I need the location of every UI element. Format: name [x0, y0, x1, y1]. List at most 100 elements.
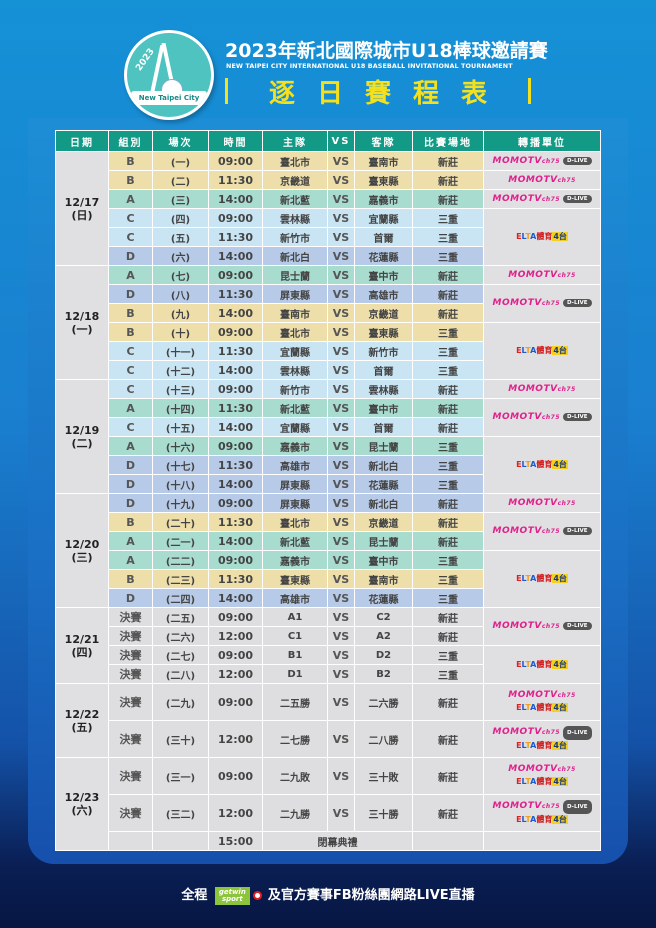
group-cell: C	[108, 208, 153, 228]
time-cell: 09:00	[208, 550, 263, 570]
time-cell: 09:00	[208, 151, 263, 171]
tournament-logo: 2023 New Taipei City	[124, 30, 214, 120]
broadcast-cell: MOMOTVch75 ELTA體育4台	[483, 683, 601, 721]
schedule-title: 逐日賽程表	[225, 74, 531, 109]
venue-cell: 三重	[412, 360, 484, 380]
game-number-cell: (五)	[152, 227, 209, 247]
away-team-cell: 京畿道	[354, 512, 413, 532]
venue-cell: 三重	[412, 645, 484, 665]
game-number-cell: (二三)	[152, 569, 209, 589]
away-team-cell: 花蓮縣	[354, 588, 413, 608]
col-away: 客隊	[354, 130, 413, 152]
col-group: 組別	[108, 130, 153, 152]
broadcast-cell: MOMOTVch75 D-LIVE	[483, 398, 601, 437]
date-cell: 12/20 (三)	[55, 493, 109, 608]
home-team-cell: 昆士蘭	[262, 265, 328, 285]
vs-cell: VS	[327, 417, 355, 437]
away-team-cell: 高雄市	[354, 284, 413, 304]
away-team-cell: 京畿道	[354, 303, 413, 323]
group-cell: 決賽	[108, 607, 153, 627]
broadcast-cell: MOMOTVch75	[483, 170, 601, 190]
vs-cell: VS	[327, 436, 355, 456]
away-team-cell: C2	[354, 607, 413, 627]
table-row: A (十四) 11:30 新北藍 VS 臺中市 新莊 MOMOTVch75 D-LIVE	[56, 398, 601, 437]
game-number-cell: (二十)	[152, 512, 209, 532]
home-team-cell: 雲林縣	[262, 208, 328, 228]
ceremony-label: 閉幕典禮	[262, 831, 413, 851]
momotv-logo: MOMOTVch75	[492, 801, 560, 811]
group-cell: B	[108, 512, 153, 532]
broadcast-cell: MOMOTVch75 D-LIVE ELTA體育4台	[483, 794, 601, 832]
game-number-cell: (十)	[152, 322, 209, 342]
time-cell: 09:00	[208, 436, 263, 456]
group-cell: B	[108, 569, 153, 589]
table-row: C (四) 09:00 雲林縣 VS 宜蘭縣 三重 ELTA體育4台	[56, 208, 601, 266]
vs-cell: VS	[327, 246, 355, 266]
momotv-logo: MOMOTVch75	[492, 621, 560, 631]
broadcast-cell: MOMOTVch75 D-LIVE	[483, 607, 601, 646]
table-row: B (十) 09:00 臺北市 VS 臺東縣 三重 ELTA體育4台	[56, 322, 601, 380]
venue-cell: 三重	[412, 246, 484, 266]
vs-cell: VS	[327, 794, 355, 832]
group-cell: B	[108, 303, 153, 323]
vs-cell: VS	[327, 455, 355, 475]
venue-cell: 三重	[412, 474, 484, 494]
table-row: D (八) 11:30 屏東縣 VS 高雄市 新莊 MOMOTVch75 D-LIVE	[56, 284, 601, 323]
time-cell: 09:00	[208, 322, 263, 342]
table-row: 決賽 (三十) 12:00 二七勝 VS 二八勝 新莊 MOMOTVch75 D-LIVE ELT…	[56, 720, 601, 758]
venue-cell: 新莊	[412, 284, 484, 304]
vs-cell: VS	[327, 588, 355, 608]
elta-sports-logo: ELTA體育4台	[516, 814, 568, 824]
venue-cell: 新莊	[412, 607, 484, 627]
vs-cell: VS	[327, 645, 355, 665]
game-number-cell: (三二)	[152, 794, 209, 832]
time-cell: 12:00	[208, 626, 263, 646]
vs-cell: VS	[327, 189, 355, 209]
game-number-cell: (十一)	[152, 341, 209, 361]
date-cell: 12/21 (四)	[55, 607, 109, 684]
away-team-cell: 首爾	[354, 417, 413, 437]
broadcast-cell: MOMOTVch75 ELTA體育4台	[483, 757, 601, 795]
time-cell: 09:00	[208, 265, 263, 285]
time-cell: 11:30	[208, 512, 263, 532]
game-number-cell: (十七)	[152, 455, 209, 475]
table-row: 12/19 (二) C (十三) 09:00 新竹市 VS 雲林縣 新莊 MOMOTVch75	[55, 379, 601, 494]
away-team-cell: 臺中市	[354, 265, 413, 285]
home-team-cell: 高雄市	[262, 455, 328, 475]
away-team-cell: 三十勝	[354, 794, 413, 832]
time-cell: 14:00	[208, 360, 263, 380]
getwin-sport-logo: getwin sport	[214, 886, 250, 905]
group-cell: A	[108, 265, 153, 285]
venue-cell: 三重	[412, 227, 484, 247]
venue-cell: 新莊	[412, 512, 484, 532]
home-team-cell: 宜蘭縣	[262, 417, 328, 437]
time-cell: 14:00	[208, 246, 263, 266]
venue-cell: 新莊	[412, 417, 484, 437]
elta-sports-logo: ELTA體育4台	[516, 574, 568, 584]
home-team-cell: 臺北市	[262, 322, 328, 342]
elta-sports-logo: ELTA體育4台	[516, 740, 568, 750]
away-team-cell: 新北白	[354, 455, 413, 475]
time-cell: 14:00	[208, 531, 263, 551]
home-team-cell: 臺北市	[262, 512, 328, 532]
venue-cell: 三重	[412, 455, 484, 475]
game-number-cell: (十八)	[152, 474, 209, 494]
group-cell: D	[108, 284, 153, 304]
col-venue: 比賽場地	[412, 130, 484, 152]
home-team-cell: 新竹市	[262, 227, 328, 247]
game-number-cell: (八)	[152, 284, 209, 304]
vs-cell: VS	[327, 170, 355, 190]
venue-cell: 新莊	[412, 531, 484, 551]
table-row: 12/23 (六) 決賽 (三一) 09:00 二九敗 VS 三十敗 新莊 MOMOTVch75 E…	[55, 757, 601, 851]
vs-cell: VS	[327, 664, 355, 684]
away-team-cell: B2	[354, 664, 413, 684]
venue-cell: 新莊	[412, 493, 484, 513]
venue-cell: 三重	[412, 208, 484, 228]
home-team-cell: 京畿道	[262, 170, 328, 190]
home-team-cell: 屏東縣	[262, 474, 328, 494]
away-team-cell: 臺南市	[354, 569, 413, 589]
time-cell: 14:00	[208, 189, 263, 209]
logo-year: 2023	[134, 46, 157, 74]
vs-cell: VS	[327, 360, 355, 380]
getwin-line1: getwin	[218, 887, 246, 896]
